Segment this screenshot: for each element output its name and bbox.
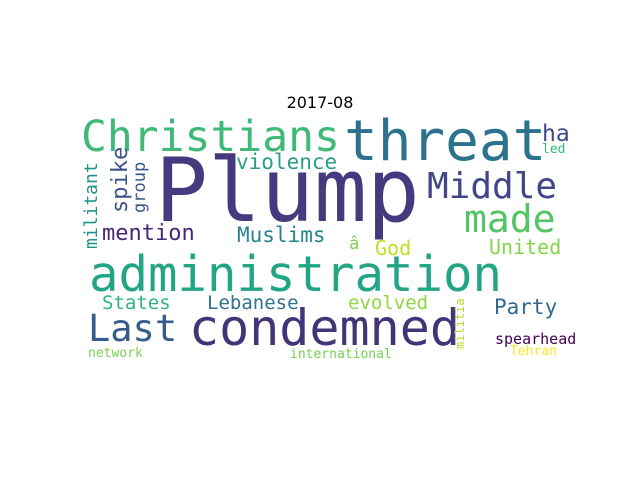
word-god: God (375, 236, 412, 260)
word-lebanese: Lebanese (207, 292, 299, 314)
word-ha: ha (542, 121, 570, 147)
word-mention: mention (102, 221, 195, 246)
word-states: States (102, 292, 171, 314)
word-party: Party (494, 295, 558, 319)
word-christians: Christians (81, 112, 340, 162)
word-tehran: Tehran (510, 344, 557, 359)
word-spike: spike (108, 146, 133, 213)
word-network: network (88, 346, 143, 361)
word-middle: Middle (427, 166, 558, 207)
word-last: Last (88, 307, 178, 350)
word-administration: administration (89, 246, 503, 303)
word-group: group (130, 161, 150, 213)
word-violence: violence (236, 150, 338, 174)
chart-title: 2017-08 (286, 93, 354, 112)
word-a-circumflex: â (349, 234, 360, 254)
word-united: United (489, 235, 562, 259)
word-muslims: Muslims (237, 223, 326, 247)
word-militant: militant (81, 162, 102, 249)
word-evolved: evolved (348, 292, 429, 314)
word-plump: Plump (155, 139, 420, 242)
word-militia: militia (453, 298, 467, 349)
word-made: made (464, 197, 556, 241)
word-international: international (290, 347, 392, 362)
word-spearhead: spearhead (495, 330, 577, 348)
word-condemned: condemned (189, 299, 460, 357)
word-cloud: Plump administration threat condemned Ch… (80, 112, 577, 367)
word-threat: threat (344, 109, 547, 174)
word-led: led (542, 142, 566, 157)
